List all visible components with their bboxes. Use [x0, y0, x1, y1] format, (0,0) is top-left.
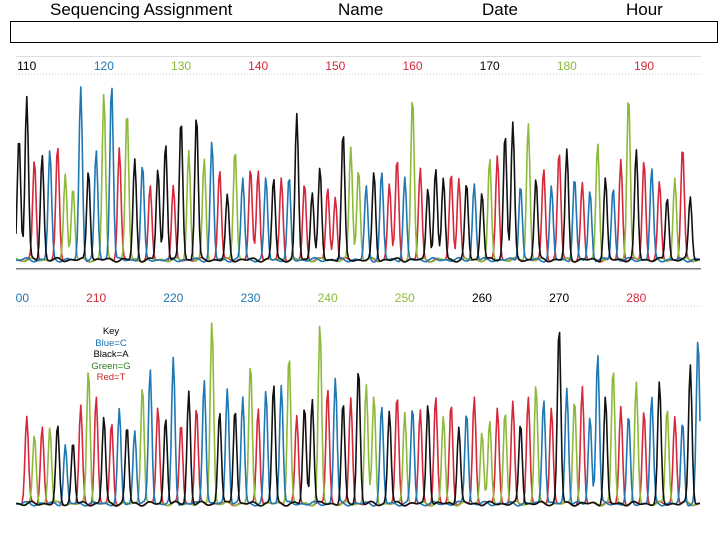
base-color-key: Key Blue=C Black=A Green=G Red=T [90, 326, 132, 384]
trace-t [16, 147, 700, 263]
answer-box[interactable] [10, 21, 718, 43]
tick-label: 230 [240, 291, 260, 305]
chromatogram-svg-2: 200 210 220 230 240 250 260 270 280 [16, 291, 701, 507]
worksheet-header: Sequencing Assignment Name Date Hour [0, 0, 720, 20]
tick-label: 200 [16, 291, 29, 305]
trace-c [16, 341, 701, 507]
tick-label: 120 [94, 59, 114, 73]
name-label: Name [338, 0, 384, 19]
panel-top-border [16, 56, 701, 57]
tick-label: 260 [472, 291, 492, 305]
panel-divider [16, 268, 701, 270]
key-entry-a: Black=A [93, 349, 129, 361]
key-entry-g: Green=G [91, 360, 131, 372]
tick-label: 220 [163, 291, 183, 305]
hour-label: Hour [626, 0, 663, 19]
tick-label: 250 [395, 291, 415, 305]
chromatogram-panel-1: 110 120 130 140 150 160 170 180 190 [16, 56, 701, 266]
trace-a [16, 95, 700, 263]
tick-label: 210 [86, 291, 106, 305]
tick-label: 280 [626, 291, 646, 305]
tick-label: 270 [549, 291, 569, 305]
tick-label: 150 [325, 59, 345, 73]
tick-label: 180 [557, 59, 577, 73]
tick-label: 240 [318, 291, 338, 305]
assignment-label: Sequencing Assignment [50, 0, 233, 19]
tick-label: 160 [402, 59, 422, 73]
tick-label: 110 [17, 59, 36, 73]
chromatogram-svg-1: 110 120 130 140 150 160 170 180 190 [16, 59, 701, 263]
trace-a [16, 331, 701, 507]
tick-label: 130 [171, 59, 191, 73]
key-entry-c: Blue=C [95, 337, 127, 349]
date-label: Date [482, 0, 518, 19]
key-title: Key [102, 326, 120, 337]
chromatogram-panel-2: 200 210 220 230 240 250 260 270 280 [16, 288, 701, 510]
tick-label: 140 [248, 59, 268, 73]
tick-label: 170 [480, 59, 500, 73]
key-entry-t: Red=T [96, 372, 126, 384]
tick-label: 190 [634, 59, 654, 73]
